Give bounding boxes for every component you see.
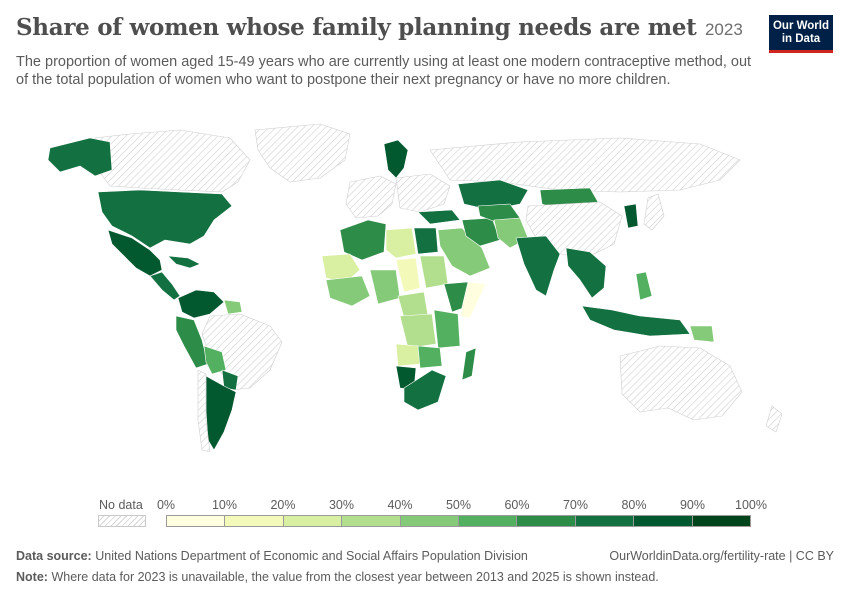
logo-line-2: in Data: [781, 33, 821, 45]
region-scandinavia[interactable]: [383, 139, 409, 179]
legend-tick-10: 100%: [735, 498, 767, 512]
note-label: Note:: [16, 570, 48, 584]
owid-logo[interactable]: Our World in Data: [769, 15, 833, 53]
region-turkey[interactable]: [417, 209, 461, 225]
logo-line-1: Our World: [772, 20, 829, 32]
region-japan[interactable]: [643, 193, 665, 231]
region-north-africa-west[interactable]: [339, 219, 387, 261]
legend-tick-8: 80%: [621, 498, 647, 512]
source-label: Data source:: [16, 549, 92, 563]
region-zambia[interactable]: [417, 345, 443, 369]
region-chad[interactable]: [395, 257, 421, 293]
legend-bin-2[interactable]: [283, 516, 343, 526]
legend-bin-9[interactable]: [692, 516, 751, 526]
region-greenland[interactable]: [254, 123, 351, 183]
legend-bin-5[interactable]: [459, 516, 518, 526]
region-india[interactable]: [515, 235, 561, 297]
legend-tick-6: 60%: [504, 498, 530, 512]
region-libya[interactable]: [385, 227, 417, 259]
region-western-europe[interactable]: [345, 175, 397, 219]
region-argentina[interactable]: [205, 375, 237, 451]
chart-subtitle: The proportion of women aged 15-49 years…: [16, 54, 752, 88]
note-row: Note: Where data for 2023 is unavailable…: [16, 570, 834, 584]
legend-bin-3[interactable]: [342, 516, 401, 526]
source-row: Data source: United Nations Department o…: [16, 549, 834, 563]
region-caribbean[interactable]: [167, 255, 201, 269]
legend-bin-1[interactable]: [225, 516, 284, 526]
legend-no-data-swatch: [98, 515, 146, 527]
region-guyana[interactable]: [223, 299, 243, 315]
legend-color-bins: [166, 515, 751, 527]
chart-year: 2023: [704, 20, 743, 39]
legend-no-data-label: No data: [99, 498, 143, 512]
legend-tick-2: 20%: [270, 498, 296, 512]
chart-title: Share of women whose family planning nee…: [16, 14, 697, 41]
region-alaska[interactable]: [47, 137, 113, 177]
region-papua-new-guinea[interactable]: [689, 325, 715, 343]
legend-tick-4: 40%: [387, 498, 413, 512]
region-new-zealand[interactable]: [765, 405, 783, 433]
region-eastern-europe[interactable]: [395, 173, 451, 213]
region-somalia[interactable]: [459, 281, 487, 319]
legend-tick-1: 10%: [211, 498, 238, 512]
legend-bin-4[interactable]: [400, 516, 460, 526]
region-south-africa[interactable]: [403, 369, 447, 411]
region-west-africa[interactable]: [325, 275, 371, 307]
legend-bin-0[interactable]: [167, 516, 226, 526]
world-map[interactable]: [0, 120, 850, 490]
legend-bin-7[interactable]: [575, 516, 635, 526]
region-paraguay[interactable]: [221, 369, 239, 391]
region-sudan[interactable]: [419, 255, 449, 289]
legend-tick-5: 50%: [445, 498, 472, 512]
region-egypt[interactable]: [413, 227, 439, 255]
region-central-america[interactable]: [149, 271, 181, 301]
region-nigeria[interactable]: [369, 269, 401, 305]
region-usa[interactable]: [97, 189, 233, 249]
region-madagascar[interactable]: [461, 347, 477, 381]
source-text: United Nations Department of Economic an…: [95, 549, 528, 563]
region-kazakhstan[interactable]: [457, 179, 529, 211]
chart-title-row: Share of women whose family planning nee…: [16, 14, 756, 41]
region-east-africa[interactable]: [433, 309, 461, 349]
region-angola[interactable]: [395, 343, 421, 367]
region-drc[interactable]: [399, 313, 437, 349]
map-legend: No data 0% 10% 20% 30% 40% 50% 60% 70% 80% 90% 100…: [96, 494, 776, 534]
legend-bin-8[interactable]: [634, 516, 693, 526]
region-australia[interactable]: [619, 345, 743, 421]
region-central-africa[interactable]: [397, 291, 429, 319]
region-canada[interactable]: [94, 129, 251, 193]
region-peru-ecuador[interactable]: [175, 315, 209, 369]
region-bolivia[interactable]: [203, 345, 227, 375]
source-url-link[interactable]: OurWorldinData.org/fertility-rate | CC B…: [609, 549, 834, 563]
legend-tick-0: 0%: [156, 498, 176, 512]
note-text: Where data for 2023 is unavailable, the …: [51, 570, 659, 584]
legend-tick-9: 90%: [679, 498, 706, 512]
legend-tick-3: 30%: [328, 498, 355, 512]
region-indonesia[interactable]: [581, 305, 691, 337]
region-southeast-asia[interactable]: [565, 247, 607, 299]
region-colombia-venezuela[interactable]: [177, 289, 225, 319]
region-chile[interactable]: [197, 369, 211, 453]
region-philippines[interactable]: [635, 271, 653, 301]
legend-bin-6[interactable]: [517, 516, 576, 526]
legend-tick-7: 70%: [562, 498, 589, 512]
region-mexico[interactable]: [107, 229, 163, 277]
region-sahel-west[interactable]: [321, 253, 361, 283]
region-korea[interactable]: [623, 203, 639, 229]
